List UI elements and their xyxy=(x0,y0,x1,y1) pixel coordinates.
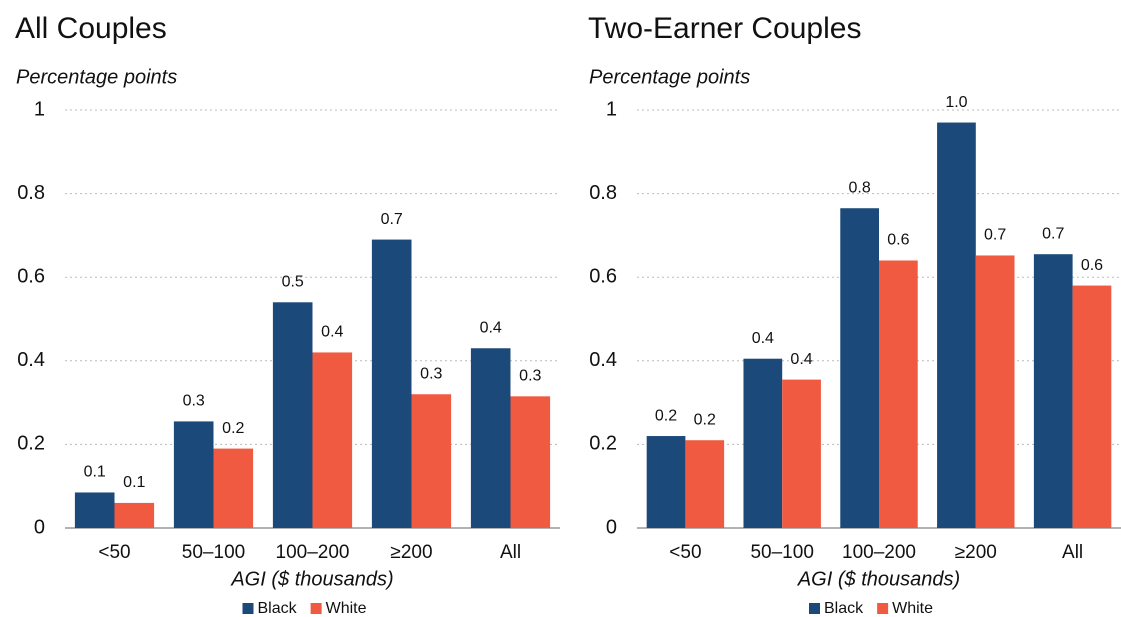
bar xyxy=(1072,285,1112,528)
y-tick-label: 0.2 xyxy=(589,433,617,455)
x-tick-label: 50–100 xyxy=(182,542,245,563)
value-label: 1.0 xyxy=(945,94,967,111)
x-tick-label: ≥200 xyxy=(390,542,432,563)
bar xyxy=(782,379,821,528)
bar xyxy=(685,440,725,528)
bar xyxy=(74,492,115,528)
y-axis-label: Percentage points xyxy=(589,66,750,88)
legend-label: White xyxy=(326,600,367,617)
value-label: 0.3 xyxy=(519,368,541,385)
value-label: 0.1 xyxy=(84,464,106,481)
bar xyxy=(975,255,1015,529)
y-tick-label: 0.4 xyxy=(17,349,45,371)
legend-swatch xyxy=(310,603,322,614)
bar xyxy=(371,239,412,528)
value-label: 0.6 xyxy=(1081,257,1103,274)
chart-title: Two-Earner Couples xyxy=(588,12,861,45)
legend-label: White xyxy=(892,600,933,617)
x-tick-label: 100–200 xyxy=(276,542,350,563)
y-tick-label: 0.6 xyxy=(17,265,45,287)
value-label: 0.3 xyxy=(183,393,205,410)
legend-swatch xyxy=(877,603,889,614)
y-tick-label: 0.2 xyxy=(17,433,45,455)
y-tick-label: 0.6 xyxy=(589,265,617,287)
y-tick-label: 1 xyxy=(606,98,617,120)
value-label: 0.7 xyxy=(1042,225,1064,242)
value-label: 0.2 xyxy=(655,407,677,424)
bar xyxy=(411,394,452,528)
value-label: 0.6 xyxy=(887,232,909,249)
value-label: 0.7 xyxy=(381,211,403,228)
value-label: 0.5 xyxy=(282,273,304,290)
bar xyxy=(213,448,254,528)
bar xyxy=(272,302,313,528)
bar xyxy=(1033,254,1073,528)
bar xyxy=(879,260,918,528)
value-label: 0.2 xyxy=(222,420,244,437)
legend-swatch xyxy=(242,603,254,614)
x-tick-label: All xyxy=(500,542,521,563)
bar xyxy=(114,502,155,528)
y-tick-label: 1 xyxy=(34,98,45,120)
x-tick-label: All xyxy=(1062,542,1083,563)
y-tick-label: 0.4 xyxy=(589,349,617,371)
value-label: 0.8 xyxy=(849,179,871,196)
value-label: 0.1 xyxy=(123,474,145,491)
y-axis-label: Percentage points xyxy=(16,66,177,88)
value-label: 0.4 xyxy=(321,324,343,341)
bar xyxy=(646,436,686,528)
bar xyxy=(937,122,976,528)
value-label: 0.2 xyxy=(694,411,716,428)
x-tick-label: ≥200 xyxy=(955,542,997,563)
bar xyxy=(173,421,214,528)
bar xyxy=(312,352,353,528)
y-tick-label: 0.8 xyxy=(589,182,617,204)
chart-title: All Couples xyxy=(15,12,167,45)
bar xyxy=(510,396,551,528)
value-label: 0.7 xyxy=(984,227,1006,244)
value-label: 0.4 xyxy=(752,330,774,347)
bar xyxy=(743,358,783,528)
legend-swatch xyxy=(809,603,820,614)
x-axis-label: AGI ($ thousands) xyxy=(797,568,960,590)
y-tick-label: 0 xyxy=(606,516,617,538)
y-tick-label: 0.8 xyxy=(17,182,45,204)
bar xyxy=(840,208,879,529)
x-tick-label: <50 xyxy=(98,542,130,563)
value-label: 0.4 xyxy=(480,319,502,336)
value-label: 0.4 xyxy=(790,351,812,368)
y-tick-label: 0 xyxy=(34,516,45,538)
value-label: 0.3 xyxy=(420,365,442,382)
x-tick-label: <50 xyxy=(669,542,701,563)
bar xyxy=(470,348,511,528)
x-tick-label: 50–100 xyxy=(750,542,813,563)
legend-label: Black xyxy=(824,600,864,617)
legend-label: Black xyxy=(258,600,298,617)
x-tick-label: 100–200 xyxy=(842,542,916,563)
x-axis-label: AGI ($ thousands) xyxy=(230,568,393,590)
